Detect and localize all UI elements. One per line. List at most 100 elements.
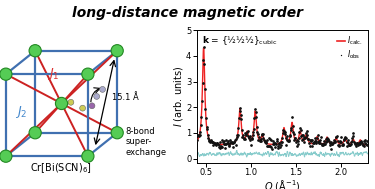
- Point: [314, 141, 320, 144]
- Point: [302, 137, 308, 140]
- Point: [249, 137, 255, 140]
- Point: [261, 139, 267, 142]
- Point: [295, 143, 301, 146]
- Circle shape: [89, 103, 95, 109]
- Point: [272, 146, 278, 149]
- Text: $\mathrm{Cr[Bi(SCN)_6]}$: $\mathrm{Cr[Bi(SCN)_6]}$: [30, 161, 92, 175]
- Point: [241, 136, 247, 139]
- Text: $J_2$: $J_2$: [15, 104, 27, 120]
- Point: [216, 143, 222, 146]
- Point: [247, 139, 253, 142]
- Point: [257, 140, 263, 143]
- Point: [198, 115, 204, 119]
- Point: [338, 141, 344, 144]
- Point: [321, 142, 327, 145]
- Point: [336, 144, 342, 147]
- Point: [222, 146, 228, 149]
- Point: [219, 139, 225, 142]
- Point: [287, 134, 293, 137]
- Point: [200, 81, 206, 84]
- Point: [255, 139, 261, 142]
- Point: [264, 144, 270, 147]
- Point: [283, 137, 289, 140]
- Point: [234, 136, 240, 139]
- Circle shape: [82, 68, 94, 80]
- Point: [315, 133, 321, 136]
- Y-axis label: $I$ (arb. units): $I$ (arb. units): [171, 66, 184, 127]
- Point: [333, 136, 339, 139]
- Point: [295, 139, 301, 142]
- Point: [340, 142, 346, 145]
- Point: [201, 63, 207, 66]
- Point: [297, 126, 303, 129]
- Point: [213, 143, 219, 146]
- Point: [249, 138, 255, 141]
- Point: [266, 137, 272, 140]
- Point: [346, 143, 352, 146]
- Point: [313, 139, 319, 142]
- Point: [213, 143, 219, 146]
- Point: [210, 141, 216, 144]
- Point: [350, 136, 355, 139]
- Point: [348, 142, 354, 145]
- Point: [228, 139, 234, 142]
- Point: [205, 134, 211, 137]
- Point: [294, 139, 300, 142]
- Point: [303, 132, 309, 135]
- Point: [300, 134, 306, 137]
- Point: [268, 138, 274, 141]
- Point: [219, 146, 225, 149]
- Point: [344, 144, 350, 147]
- Point: [211, 142, 217, 145]
- Point: [357, 142, 363, 145]
- Point: [332, 140, 338, 143]
- Point: [256, 136, 262, 139]
- Point: [262, 139, 268, 143]
- Point: [254, 125, 260, 129]
- Point: [320, 144, 326, 147]
- Point: [312, 136, 318, 139]
- Point: [290, 130, 296, 133]
- Point: [214, 142, 220, 145]
- Point: [296, 130, 302, 133]
- Point: [234, 133, 240, 136]
- Point: [284, 138, 290, 141]
- Circle shape: [100, 86, 105, 92]
- Point: [353, 142, 359, 145]
- Point: [228, 141, 234, 144]
- Point: [319, 142, 325, 145]
- Point: [308, 139, 314, 142]
- Point: [195, 135, 201, 138]
- Text: long-distance magnetic order: long-distance magnetic order: [72, 6, 303, 20]
- Point: [226, 143, 232, 146]
- Point: [270, 140, 276, 143]
- Point: [308, 140, 314, 143]
- Point: [296, 136, 302, 139]
- Point: [235, 134, 241, 137]
- Point: [204, 126, 210, 129]
- Point: [341, 139, 347, 142]
- Point: [337, 139, 343, 143]
- Point: [196, 134, 202, 137]
- Text: 8-bond
super-
exchange: 8-bond super- exchange: [125, 127, 166, 157]
- Point: [225, 140, 231, 143]
- Point: [205, 136, 211, 139]
- Point: [231, 141, 237, 144]
- Point: [304, 134, 310, 137]
- Point: [282, 133, 288, 136]
- Point: [333, 136, 339, 139]
- Point: [202, 108, 208, 111]
- Point: [220, 141, 226, 144]
- Point: [315, 141, 321, 144]
- Point: [292, 136, 298, 139]
- Point: [209, 140, 214, 143]
- Point: [310, 142, 316, 145]
- Point: [222, 142, 228, 145]
- Point: [197, 133, 203, 136]
- Point: [209, 140, 215, 143]
- Point: [270, 143, 276, 146]
- Point: [230, 141, 236, 144]
- Point: [358, 141, 364, 144]
- Point: [200, 58, 206, 61]
- Point: [330, 142, 336, 145]
